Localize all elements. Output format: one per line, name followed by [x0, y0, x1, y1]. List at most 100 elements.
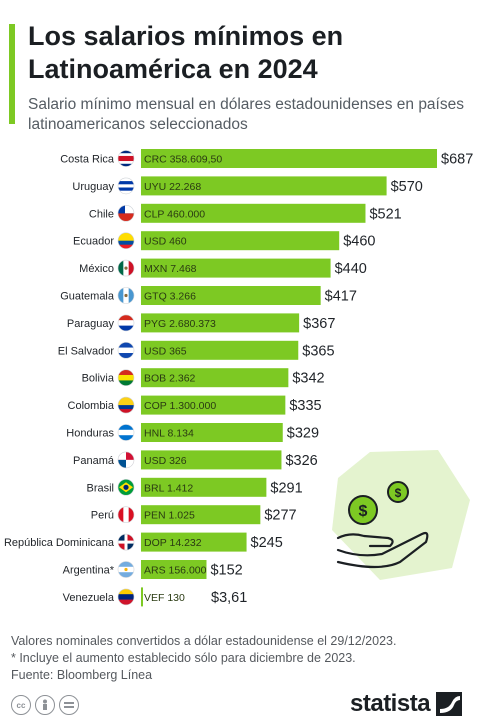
brand-logo[interactable]: statista [350, 690, 463, 718]
footnote-argentina: * Incluye el aumento establecido sólo pa… [11, 651, 356, 665]
local-currency-label: MXN 7.468 [144, 263, 197, 275]
bar [141, 149, 437, 168]
money-hand-icon: $ $ [332, 450, 470, 580]
country-label: Brasil [86, 482, 114, 494]
value-label: $326 [285, 453, 317, 469]
value-label: $335 [289, 398, 321, 414]
bar [141, 423, 283, 442]
flag-border [117, 533, 135, 551]
local-currency-label: VEF 130 [144, 592, 185, 604]
flag-border [117, 588, 135, 606]
footnote-conversion: Valores nominales convertidos a dólar es… [11, 634, 397, 648]
svg-text:$: $ [359, 503, 368, 520]
chart-subtitle: Salario mínimo mensual en dólares estado… [28, 96, 464, 133]
value-label: $417 [325, 289, 357, 305]
attribution-icon[interactable] [35, 695, 55, 715]
flag-border [117, 396, 135, 414]
svg-text:$: $ [395, 486, 402, 500]
statista-logo-icon [436, 692, 463, 716]
bar [141, 587, 143, 607]
flag-border [117, 424, 135, 441]
bar [141, 532, 247, 552]
bar [141, 313, 300, 333]
country-label: Chile [89, 208, 114, 220]
title-accent-bar [9, 24, 15, 124]
country-label: Panamá [73, 455, 115, 467]
peru-flag-icon [118, 506, 134, 523]
bar [141, 477, 267, 497]
value-label: $152 [210, 563, 242, 579]
country-label: Guatemala [60, 291, 115, 303]
country-label: Honduras [66, 428, 114, 440]
cc-icon[interactable]: cc [11, 695, 31, 715]
footnotes: Valores nominales convertidos a dólar es… [11, 633, 471, 684]
country-label: Costa Rica [60, 154, 115, 166]
value-label: $440 [335, 261, 367, 277]
chile-flag-icon [118, 205, 134, 222]
flag-border [117, 451, 135, 469]
flag-border [117, 287, 135, 304]
country-label: República Dominicana [4, 537, 115, 549]
local-currency-label: HNL 8.134 [144, 428, 194, 440]
country-label: Paraguay [67, 318, 115, 330]
value-label: $365 [302, 343, 334, 359]
bar-chart: Costa Rica CRC 358.609,50 $687 Uruguay UYU 2… [4, 149, 473, 607]
value-label: $277 [264, 508, 296, 524]
country-label: Ecuador [73, 236, 114, 248]
flag-border [117, 150, 135, 167]
local-currency-label: USD 365 [144, 345, 187, 357]
flag-border [117, 205, 135, 222]
country-label: Colombia [68, 400, 115, 412]
value-label: $291 [270, 480, 302, 496]
argentina-flag-icon [118, 561, 134, 578]
colombia-flag-icon [118, 397, 134, 414]
value-label: $521 [369, 206, 401, 222]
country-label: México [79, 263, 114, 275]
mexico-flag-icon [118, 260, 134, 277]
flag-border [117, 478, 135, 496]
value-label: $329 [287, 426, 319, 442]
bar [141, 395, 286, 415]
flag-border [117, 314, 135, 332]
local-currency-label: UYU 22.268 [144, 181, 201, 193]
bar [141, 176, 387, 196]
brazil-flag-icon [118, 479, 134, 496]
flag-border [117, 561, 135, 578]
venezuela-flag-icon [118, 588, 134, 605]
local-currency-label: ARS 156.000 [144, 565, 207, 577]
source-note: Fuente: Bloomberg Línea [11, 668, 153, 682]
local-currency-label: CRC 358.609,50 [144, 154, 222, 166]
local-currency-label: USD 326 [144, 455, 187, 467]
brand-name: statista [350, 690, 431, 717]
value-label: $460 [343, 234, 375, 250]
value-label: $342 [292, 371, 324, 387]
honduras-flag-icon [118, 424, 134, 441]
value-label: $570 [391, 179, 423, 195]
flag-border [117, 369, 135, 386]
bar [141, 340, 299, 360]
costa-rica-flag-icon [118, 150, 134, 167]
bar [141, 450, 282, 470]
bar [141, 368, 289, 388]
bar [141, 560, 207, 579]
value-label: $3,61 [211, 590, 247, 606]
local-currency-label: PEN 1.025 [144, 510, 195, 522]
country-label: Bolivia [82, 373, 115, 385]
bar [141, 258, 331, 278]
dominican-republic-flag-icon [118, 534, 134, 551]
local-currency-label: COP 1.300.000 [144, 400, 216, 412]
flag-border [117, 506, 135, 524]
country-label: Argentina* [63, 565, 115, 577]
paraguay-flag-icon [118, 314, 134, 331]
flag-border [117, 177, 135, 195]
local-currency-label: USD 460 [144, 236, 187, 248]
value-label: $687 [441, 152, 473, 168]
equal-icon[interactable] [59, 695, 79, 715]
country-label: Venezuela [63, 592, 115, 604]
bar [141, 203, 366, 223]
guatemala-flag-icon [118, 287, 134, 304]
chart-title: Los salarios mínimos en Latinoamérica en… [28, 21, 344, 84]
flag-border [117, 232, 135, 249]
flag-border [117, 259, 135, 277]
bar [141, 286, 321, 305]
